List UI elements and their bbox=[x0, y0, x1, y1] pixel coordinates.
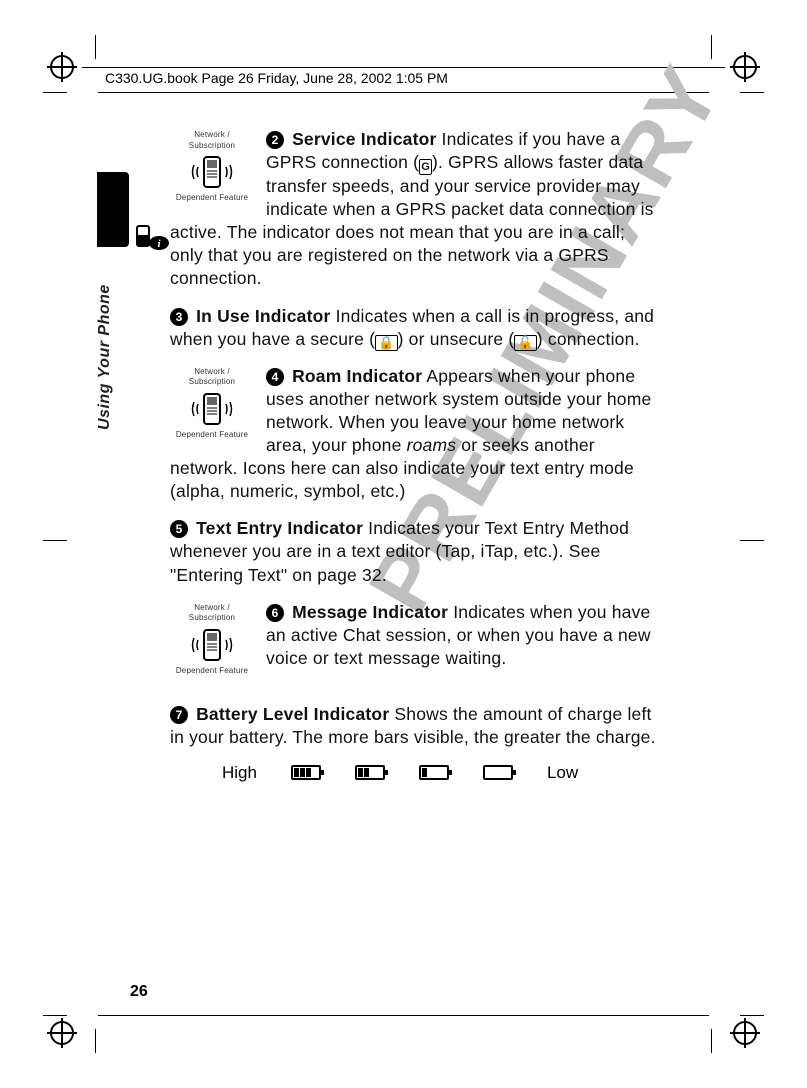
unsecure-lock-icon: 🔓 bbox=[514, 335, 536, 351]
crop-mark-icon bbox=[711, 1029, 712, 1053]
battery-empty-icon bbox=[483, 765, 513, 780]
cellphone-icon bbox=[190, 151, 234, 193]
indicator-number: 6 bbox=[266, 604, 284, 622]
info-phone-icon: i bbox=[130, 225, 170, 251]
page-number: 26 bbox=[130, 983, 148, 1001]
cellphone-icon bbox=[190, 624, 234, 666]
inuse-indicator-paragraph: 3 In Use Indicator Indicates when a call… bbox=[170, 305, 662, 351]
cellphone-icon bbox=[190, 388, 234, 430]
crop-mark-icon bbox=[95, 1029, 96, 1053]
gprs-g-icon: G bbox=[419, 159, 432, 175]
battery-full-icon bbox=[291, 765, 321, 780]
message-indicator-paragraph: Network / Subscription Dependent Feature… bbox=[170, 601, 662, 677]
indicator-title: In Use Indicator bbox=[196, 306, 330, 326]
battery-indicator-paragraph: 7 Battery Level Indicator Shows the amou… bbox=[170, 703, 662, 749]
side-tab-icon bbox=[97, 172, 129, 247]
crop-mark-icon bbox=[740, 540, 764, 541]
roam-indicator-paragraph: Network / Subscription Dependent Feature… bbox=[170, 365, 662, 504]
indicator-number: 4 bbox=[266, 368, 284, 386]
registration-mark-bottom bbox=[733, 1021, 757, 1045]
battery-two-icon bbox=[355, 765, 385, 780]
crop-mark-icon bbox=[43, 92, 67, 93]
crop-mark-icon bbox=[740, 1015, 764, 1016]
service-indicator-paragraph: Network / Subscription Dependent Feature… bbox=[170, 128, 662, 291]
text-entry-indicator-paragraph: 5 Text Entry Indicator Indicates your Te… bbox=[170, 517, 662, 586]
secure-lock-icon: 🔒 bbox=[375, 335, 397, 351]
sidebar-label: Using Your Phone bbox=[96, 284, 114, 430]
header-text: C330.UG.book Page 26 Friday, June 28, 20… bbox=[105, 70, 448, 86]
crop-mark-icon bbox=[43, 540, 67, 541]
battery-scale-row: High Low bbox=[222, 763, 662, 783]
battery-one-icon bbox=[419, 765, 449, 780]
indicator-title: Roam Indicator bbox=[292, 366, 422, 386]
content-area: Network / Subscription Dependent Feature… bbox=[170, 128, 662, 783]
indicator-title: Message Indicator bbox=[292, 602, 448, 622]
battery-low-label: Low bbox=[547, 763, 578, 783]
crop-mark-icon bbox=[711, 35, 712, 59]
network-feature-icon: Network / Subscription Dependent Feature bbox=[170, 130, 254, 204]
indicator-number: 2 bbox=[266, 131, 284, 149]
indicator-title: Text Entry Indicator bbox=[196, 518, 363, 538]
indicator-number: 3 bbox=[170, 308, 188, 326]
indicator-title: Service Indicator bbox=[292, 129, 436, 149]
network-feature-icon: Network / Subscription Dependent Feature bbox=[170, 367, 254, 441]
network-feature-icon: Network / Subscription Dependent Feature bbox=[170, 603, 254, 677]
header-rule bbox=[82, 67, 725, 68]
indicator-number: 7 bbox=[170, 706, 188, 724]
crop-mark-icon bbox=[95, 35, 96, 59]
indicator-number: 5 bbox=[170, 520, 188, 538]
registration-mark-icon bbox=[50, 55, 74, 79]
battery-high-label: High bbox=[222, 763, 257, 783]
crop-mark-icon bbox=[43, 1015, 67, 1016]
indicator-title: Battery Level Indicator bbox=[196, 704, 389, 724]
crop-mark-icon bbox=[740, 92, 764, 93]
registration-mark-icon bbox=[733, 55, 757, 79]
registration-mark-bottom bbox=[50, 1021, 74, 1045]
